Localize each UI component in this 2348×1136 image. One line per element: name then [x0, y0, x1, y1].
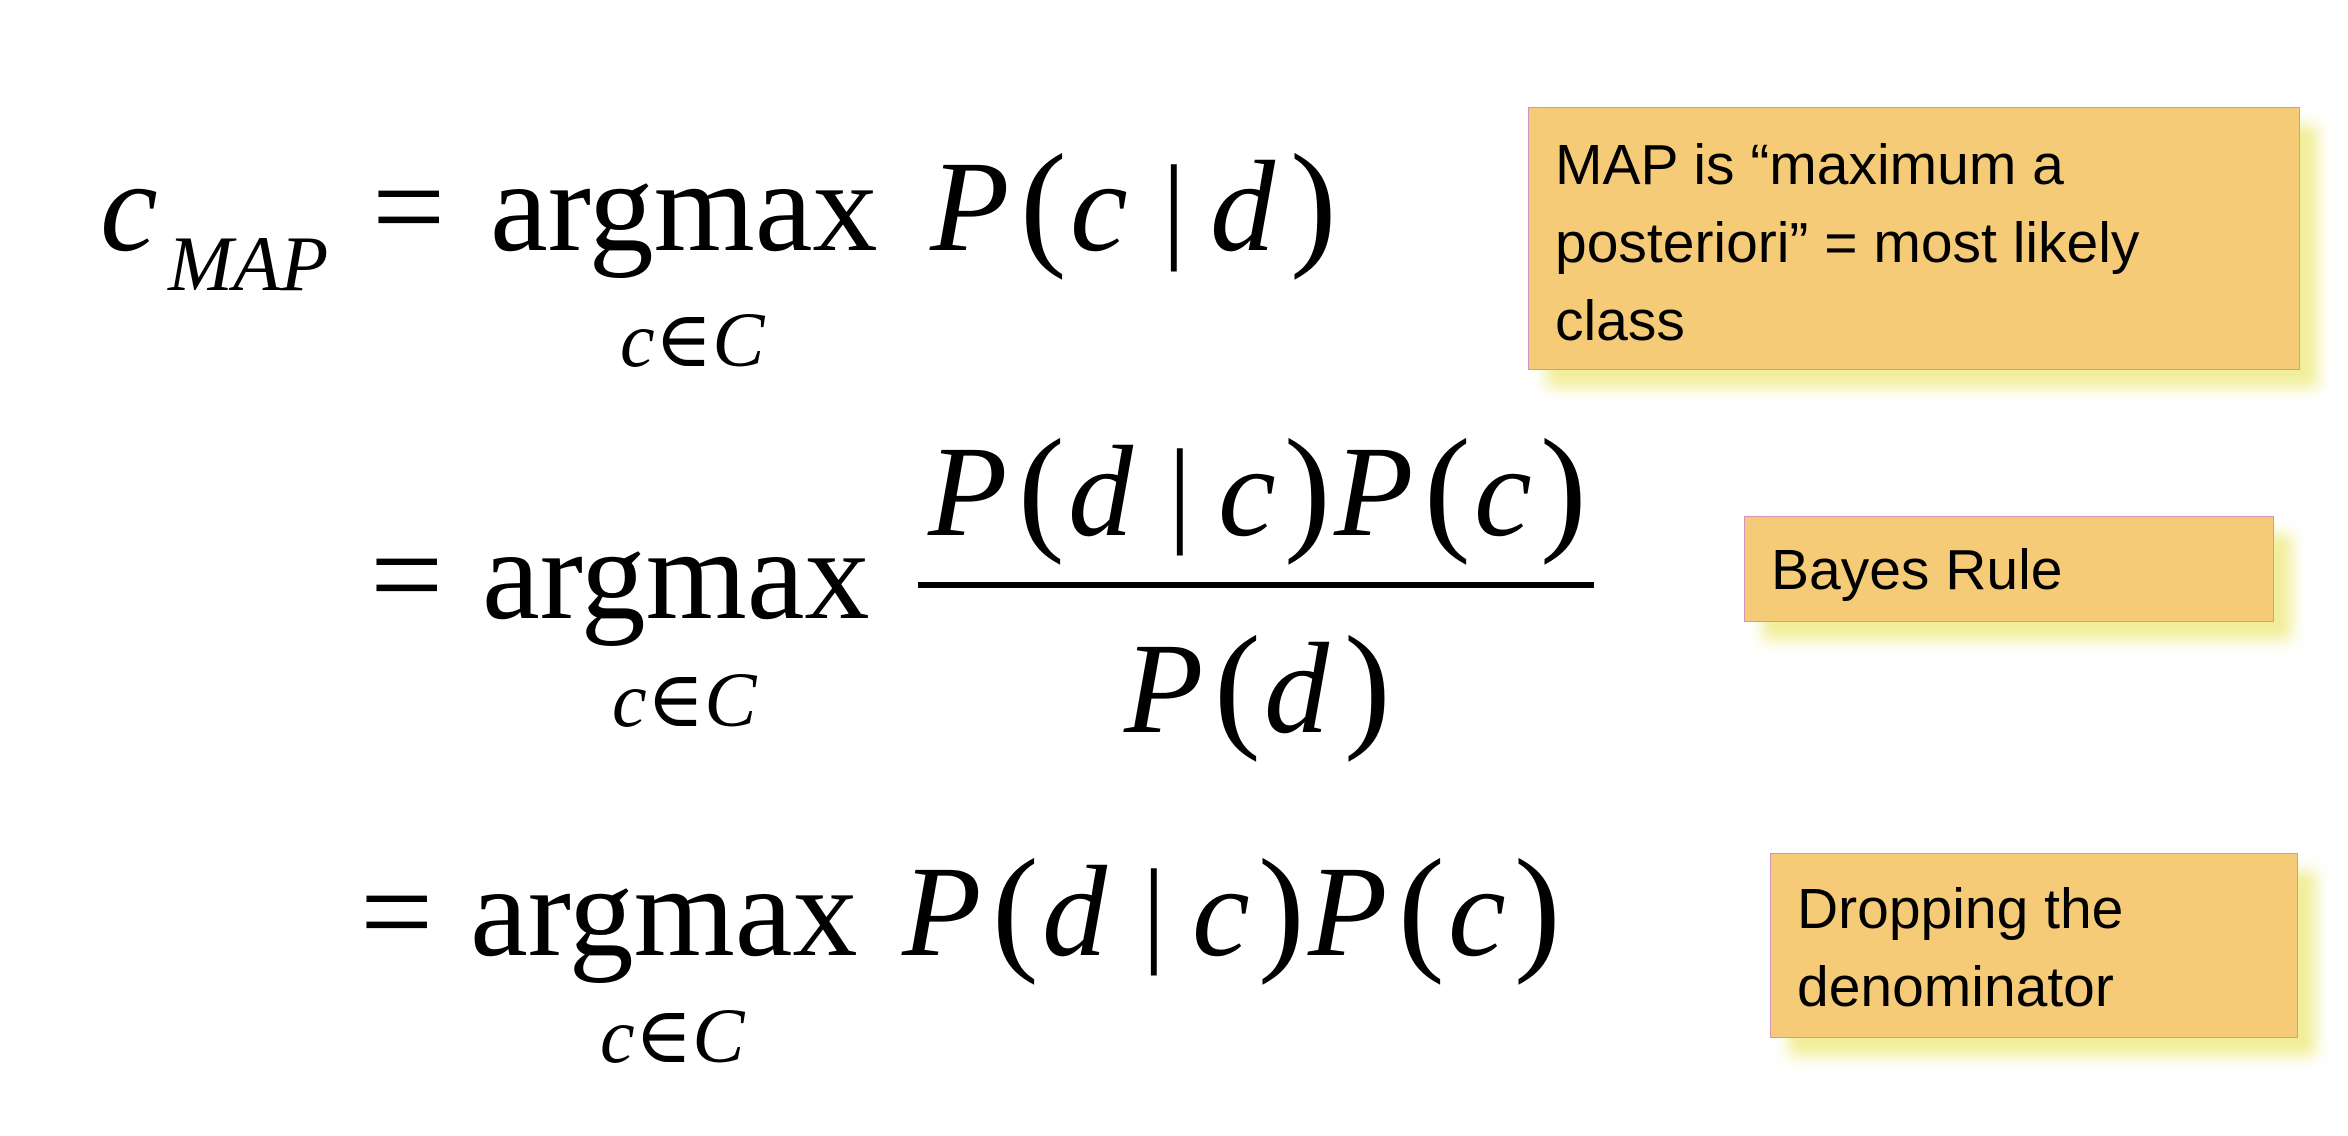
paren-close-3b: ) — [1514, 831, 1561, 986]
prob-P-1: P — [929, 135, 1009, 279]
numerator-paren-close-1: ) — [1284, 411, 1331, 566]
argmax-operator-1: argmax — [490, 135, 877, 279]
map-note-line-3: class — [1555, 289, 1685, 353]
denominator-paren-open: ( — [1214, 608, 1261, 763]
given-bar-1: | — [1162, 141, 1186, 272]
numerator-paren-open-1: ( — [1018, 411, 1065, 566]
numerator-P-2: P — [1333, 420, 1413, 564]
denominator-P: P — [1123, 617, 1203, 761]
numerator-paren-open-2: ( — [1424, 411, 1471, 566]
fraction-bar — [918, 582, 1594, 588]
paren-close-1: ) — [1290, 126, 1337, 281]
argmax-subscript-1: c∈C — [620, 296, 765, 383]
dropping-note-line-1: Dropping the — [1797, 877, 2124, 941]
map-subscript: MAP — [167, 220, 328, 307]
paren-open-3a: ( — [992, 831, 1039, 986]
numerator-P-1: P — [927, 420, 1007, 564]
var-c-3b: c — [1448, 840, 1506, 984]
var-d-1: d — [1210, 135, 1276, 279]
var-c-1: c — [1070, 135, 1128, 279]
denominator-d: d — [1264, 617, 1330, 761]
numerator-d: d — [1068, 420, 1134, 564]
bayes-note-text: Bayes Rule — [1771, 538, 2063, 602]
numerator-c-2: c — [1474, 420, 1532, 564]
paren-open-1: ( — [1020, 126, 1067, 281]
map-note-line-1: MAP is “maximum a — [1555, 133, 2064, 197]
equation-line-2: = argmax c∈C P ( d | c ) P ( c ) P ( d ) — [370, 411, 1594, 763]
given-bar-3: | — [1142, 845, 1166, 976]
var-c-3a: c — [1192, 840, 1250, 984]
numerator-given-bar: | — [1168, 425, 1192, 556]
bayes-rule-note: Bayes Rule — [1744, 516, 2274, 622]
prob-P-3b: P — [1307, 840, 1387, 984]
equation-line-1: c MAP = argmax c∈C P ( c | d ) — [100, 126, 1337, 383]
numerator-paren-close-2: ) — [1540, 411, 1587, 566]
argmax-operator-3: argmax — [470, 840, 857, 984]
dropping-denominator-note: Dropping the denominator — [1770, 853, 2298, 1038]
denominator-paren-close: ) — [1344, 608, 1391, 763]
argmax-subscript-3: c∈C — [600, 992, 745, 1079]
argmax-subscript-2: c∈C — [612, 656, 757, 743]
var-d-3: d — [1042, 840, 1108, 984]
paren-open-3b: ( — [1398, 831, 1445, 986]
paren-close-3a: ) — [1258, 831, 1305, 986]
dropping-note-line-2: denominator — [1797, 955, 2114, 1019]
argmax-operator-2: argmax — [482, 503, 869, 647]
equals-sign-2: = — [370, 503, 443, 647]
equals-sign-3: = — [360, 840, 433, 984]
c-map-variable: c — [100, 135, 158, 279]
equals-sign-1: = — [372, 135, 445, 279]
equation-line-3: = argmax c∈C P ( d | c ) P ( c ) — [360, 831, 1561, 1079]
map-definition-note: MAP is “maximum a posteriori” = most lik… — [1528, 107, 2300, 370]
map-note-line-2: posteriori” = most likely — [1555, 211, 2140, 275]
prob-P-3a: P — [901, 840, 981, 984]
numerator-c-1: c — [1218, 420, 1276, 564]
